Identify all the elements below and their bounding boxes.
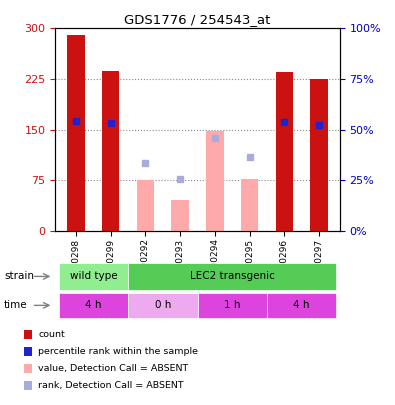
Text: 4 h: 4 h (293, 301, 310, 310)
Title: GDS1776 / 254543_at: GDS1776 / 254543_at (124, 13, 271, 26)
Text: 1 h: 1 h (224, 301, 241, 310)
Text: strain: strain (4, 271, 34, 281)
Bar (310, 79, 327, 231)
Text: value, Detection Call = ABSENT: value, Detection Call = ABSENT (38, 364, 188, 373)
Text: percentile rank within the sample: percentile rank within the sample (38, 347, 198, 356)
Text: count: count (38, 330, 65, 339)
Text: 0 h: 0 h (154, 301, 171, 310)
Bar (171, 200, 189, 231)
Bar (102, 71, 119, 231)
Bar (276, 72, 293, 231)
Text: LEC2 transgenic: LEC2 transgenic (190, 271, 275, 281)
Text: 4 h: 4 h (85, 301, 102, 310)
Bar (241, 179, 258, 231)
Bar (68, 35, 85, 231)
Bar (137, 180, 154, 231)
Text: rank, Detection Call = ABSENT: rank, Detection Call = ABSENT (38, 381, 184, 390)
Text: wild type: wild type (70, 271, 117, 281)
Bar (206, 131, 224, 231)
Text: time: time (4, 301, 28, 310)
